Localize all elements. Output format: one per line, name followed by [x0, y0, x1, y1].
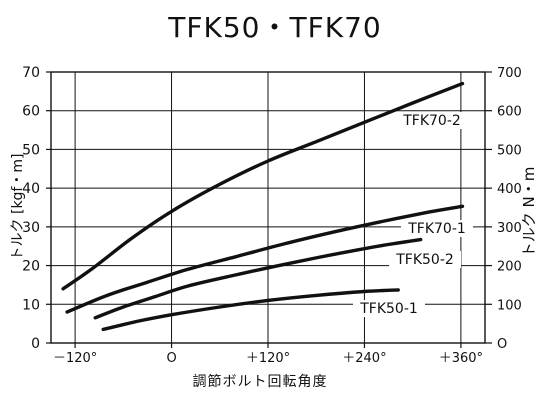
tick-layer: －120° O ＋120° ＋240° ＋360° 0 10 20 30 40 50 60 70 O 100…: [22, 65, 522, 366]
y-tick-label: 60: [22, 104, 40, 120]
series-label-tfk70-2: TFK70-2: [402, 113, 461, 129]
y-right-tick-label: 500: [497, 143, 522, 158]
series-line-tfk70-1: [65, 204, 465, 314]
series-layer: [61, 81, 465, 332]
y-axis-label-left: トルク [kgf・m]: [10, 154, 26, 261]
x-tick-label: －120°: [53, 351, 97, 366]
x-tick-label: ＋120°: [246, 351, 290, 366]
y-right-tick-label: O: [497, 337, 507, 352]
series-label-tfk50-2: TFK50-2: [395, 252, 454, 268]
y-axis-label-right: トルク N・m: [520, 167, 538, 258]
label-layer: TFK70-2 TFK70-1 TFK50-2 TFK50-1: [353, 112, 473, 317]
series-label-tfk50-1: TFK50-1: [359, 301, 418, 317]
y-tick-label: 30: [22, 220, 40, 236]
series-line-tfk50-2: [93, 237, 423, 320]
x-tick-label: O: [166, 351, 176, 366]
grid-layer: [51, 72, 485, 343]
y-tick-label: 0: [31, 336, 40, 352]
series-label-bg: [353, 300, 425, 317]
x-tick-label: ＋240°: [342, 351, 386, 366]
x-axis-label: 調節ボルト回転角度: [193, 373, 328, 390]
series-label-bg: [389, 251, 461, 268]
y-right-tick-label: 200: [497, 260, 522, 275]
y-tick-label: 70: [22, 65, 40, 81]
series-label-tfk70-1: TFK70-1: [407, 221, 466, 237]
y-right-tick-label: 100: [497, 298, 522, 313]
series-line-tfk70-2: [61, 81, 465, 291]
series-line-tfk50-1: [101, 288, 400, 332]
y-tick-label: 50: [22, 142, 40, 158]
y-tick-label: 10: [22, 297, 40, 313]
y-tick-label: 20: [22, 259, 40, 275]
series-label-bg: [401, 220, 473, 237]
y-right-tick-label: 300: [497, 221, 522, 236]
y-right-tick-label: 600: [497, 105, 522, 120]
y-right-tick-label: 400: [497, 182, 522, 197]
series-label-bg: [396, 112, 468, 129]
y-tick-label: 40: [22, 181, 40, 197]
x-tick-label: ＋360°: [439, 351, 483, 366]
y-right-tick-label: 700: [497, 66, 522, 81]
chart-title: TFK50・TFK70: [168, 11, 382, 44]
